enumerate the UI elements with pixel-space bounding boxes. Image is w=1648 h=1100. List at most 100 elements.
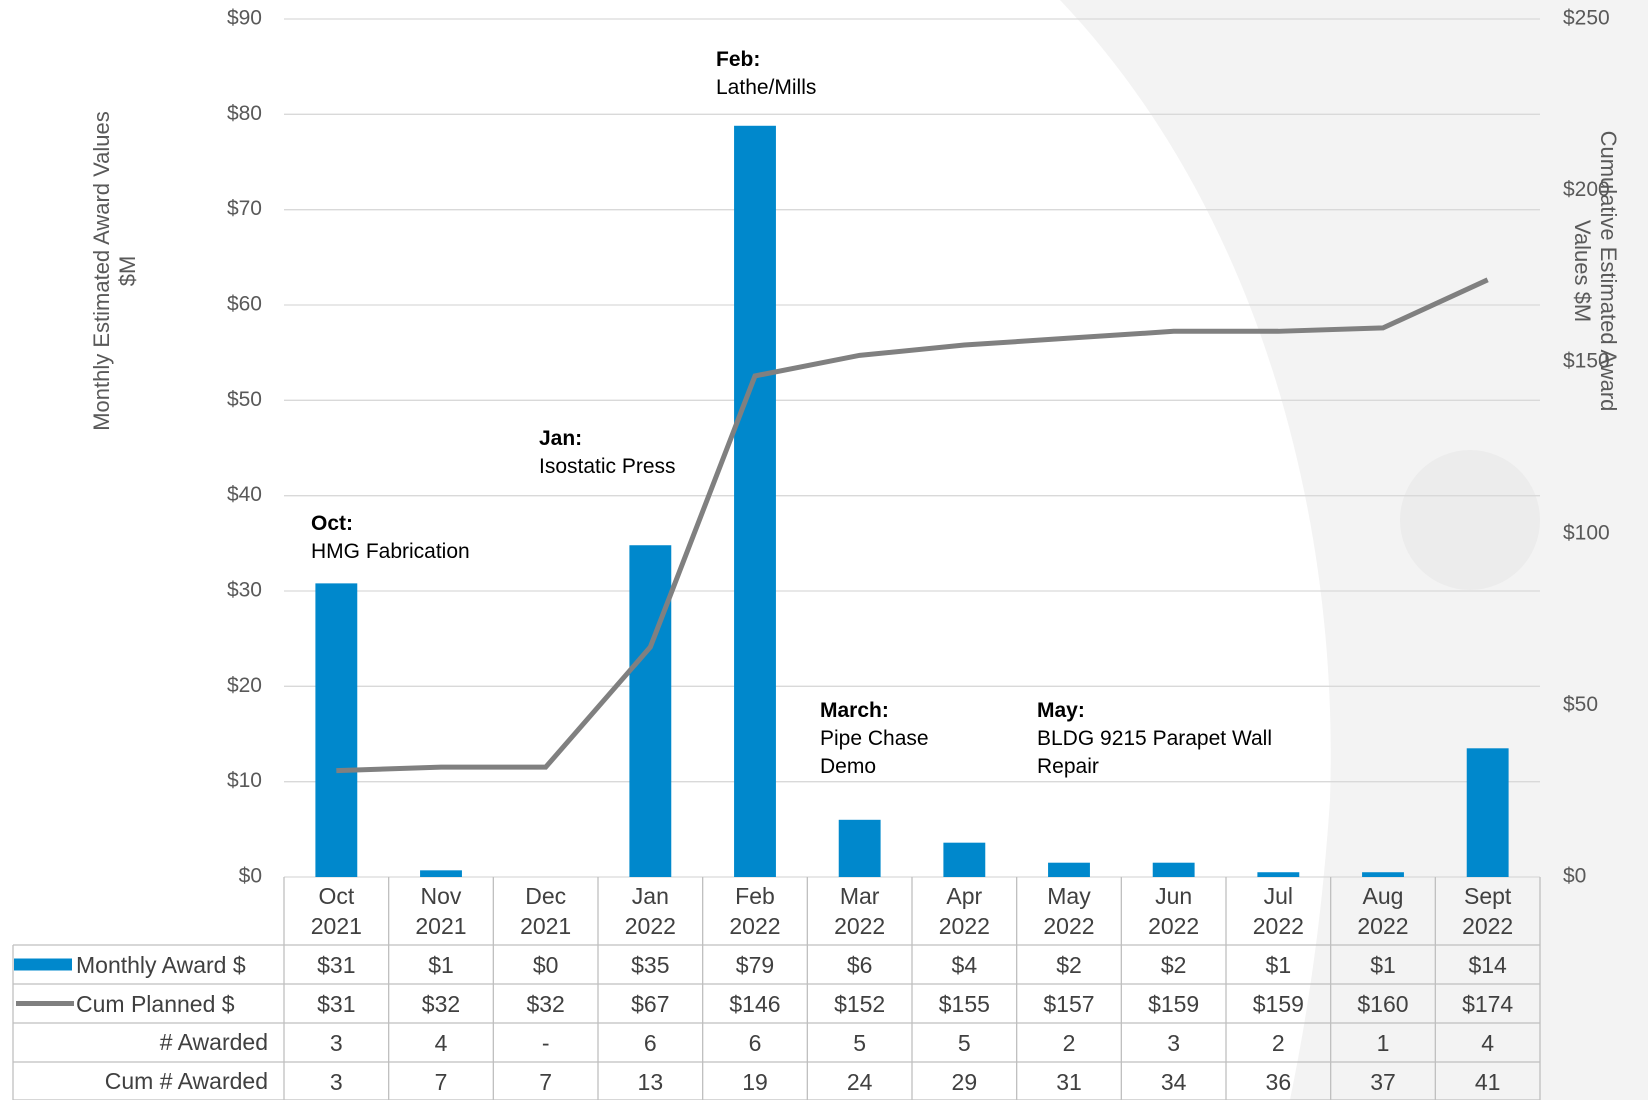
table-cell: $32 xyxy=(421,991,461,1017)
row-header: # Awarded xyxy=(159,1029,268,1055)
y2-tick-label: $250 xyxy=(1563,7,1610,30)
table-cell: 7 xyxy=(434,1069,448,1095)
row-header: Cum # Awarded xyxy=(104,1068,268,1094)
y-axis-title: Monthly Estimated Award Values $M xyxy=(89,111,140,431)
table-cell: $157 xyxy=(1043,991,1095,1017)
y2-tick-label: $0 xyxy=(1563,865,1586,888)
x-tick-label: May 2022 xyxy=(1043,883,1095,939)
legend-swatch-ext xyxy=(14,958,72,971)
annotation: Feb: Lathe/Mills xyxy=(716,46,976,102)
bar xyxy=(943,842,986,877)
table-cell: 31 xyxy=(1056,1069,1082,1095)
table-cell: $14 xyxy=(1468,952,1507,978)
table-cell: $152 xyxy=(834,991,886,1017)
table-cell: 2 xyxy=(1271,1030,1285,1056)
y2-tick-label: $150 xyxy=(1563,350,1610,373)
table-cell: $160 xyxy=(1357,991,1409,1017)
table-cell: 34 xyxy=(1160,1069,1187,1095)
table-cell: $32 xyxy=(526,991,565,1017)
x-tick-label: Aug 2022 xyxy=(1357,883,1409,939)
table-cell: $155 xyxy=(938,991,990,1017)
x-tick-label: Jun 2022 xyxy=(1148,883,1200,939)
table-cell: 2 xyxy=(1062,1030,1076,1056)
table-cell: 4 xyxy=(434,1030,448,1056)
bar xyxy=(1257,872,1300,877)
x-tick-label: Apr 2022 xyxy=(938,883,990,939)
annotation-text: BLDG 9215 Parapet Wall Repair xyxy=(1037,727,1273,778)
table-cell: $35 xyxy=(631,952,670,978)
y-tick-label: $60 xyxy=(227,293,262,316)
table-cell: 1 xyxy=(1376,1030,1390,1056)
table-cell: 19 xyxy=(742,1069,768,1095)
bar xyxy=(1466,748,1509,877)
table-cell: $1 xyxy=(1265,952,1292,978)
table-cell: $2 xyxy=(1056,952,1082,978)
y-tick-label: $0 xyxy=(239,865,262,888)
y-tick-label: $50 xyxy=(227,388,262,411)
background-circle xyxy=(1400,450,1540,590)
table-cell: 6 xyxy=(643,1030,657,1056)
bar xyxy=(1152,862,1195,877)
y-tick-label: $30 xyxy=(227,579,262,602)
x-tick-label: Mar 2022 xyxy=(834,883,886,939)
table-cell: 3 xyxy=(329,1030,343,1056)
table-cell: 7 xyxy=(539,1069,553,1095)
bar xyxy=(734,125,776,878)
table-cell: $0 xyxy=(532,952,559,978)
table-cell: $159 xyxy=(1148,991,1200,1017)
annotation-label: May: xyxy=(1037,699,1085,722)
y-tick-label: $80 xyxy=(227,102,262,125)
y-tick-label: $20 xyxy=(227,674,262,697)
bar xyxy=(315,583,358,877)
table-cell: $159 xyxy=(1252,991,1304,1017)
y-tick-label: $90 xyxy=(227,7,262,30)
annotation-text: Pipe Chase Demo xyxy=(820,727,929,778)
annotation-label: Jan: xyxy=(539,427,583,450)
annotation-label: March: xyxy=(820,699,889,722)
table-cell: $79 xyxy=(735,952,775,978)
annotation-text: Isostatic Press xyxy=(539,455,676,478)
annotation: Jan: Isostatic Press xyxy=(539,425,799,481)
line xyxy=(336,277,1489,774)
table-cell: $31 xyxy=(317,991,356,1017)
table-cell: 24 xyxy=(846,1069,873,1095)
y2-tick-label: $100 xyxy=(1563,521,1610,544)
y2-axis-title: Cumulative Estimated Award Values $M xyxy=(1570,130,1621,412)
table-cell: 13 xyxy=(637,1069,664,1095)
annotation: March: Pipe Chase Demo xyxy=(820,697,950,781)
x-tick-label: Jul 2022 xyxy=(1252,883,1304,939)
table-cell: - xyxy=(541,1030,550,1056)
y-tick-label: $70 xyxy=(227,197,262,220)
table-cell: $1 xyxy=(428,952,454,978)
table-cell: 5 xyxy=(957,1030,971,1056)
bar xyxy=(420,870,462,877)
table-cell: 41 xyxy=(1474,1069,1501,1095)
x-tick-label: Feb 2022 xyxy=(729,883,781,939)
y-tick-label: $40 xyxy=(227,483,262,506)
annotation: May: BLDG 9215 Parapet Wall Repair xyxy=(1037,697,1317,781)
table-cell: $67 xyxy=(631,991,670,1017)
table-cell: 29 xyxy=(951,1069,978,1095)
table-cell: 36 xyxy=(1265,1069,1292,1095)
legend-entry: Monthly Award $ xyxy=(76,952,246,978)
table-cell: $1 xyxy=(1370,952,1396,978)
x-tick-label: Nov 2021 xyxy=(415,883,467,939)
legend-entry: Cum Planned $ xyxy=(76,991,235,1017)
x-tick-label: Oct 2021 xyxy=(310,883,362,939)
table-cell: $146 xyxy=(729,991,781,1017)
y2-tick-label: $200 xyxy=(1563,178,1610,201)
table-cell: $2 xyxy=(1160,952,1187,978)
table-cell: 4 xyxy=(1481,1030,1495,1056)
x-tick-label: Jan 2022 xyxy=(624,883,676,939)
bar xyxy=(629,545,672,877)
annotation-text: HMG Fabrication xyxy=(311,540,470,563)
table-cell: $174 xyxy=(1462,991,1514,1017)
table-cell: 37 xyxy=(1370,1069,1396,1095)
annotation-text: Lathe/Mills xyxy=(716,76,817,99)
table-cell: 5 xyxy=(853,1030,867,1056)
table-cell: 3 xyxy=(329,1069,343,1095)
bar xyxy=(1048,862,1090,877)
y-tick-label: $10 xyxy=(227,769,262,792)
